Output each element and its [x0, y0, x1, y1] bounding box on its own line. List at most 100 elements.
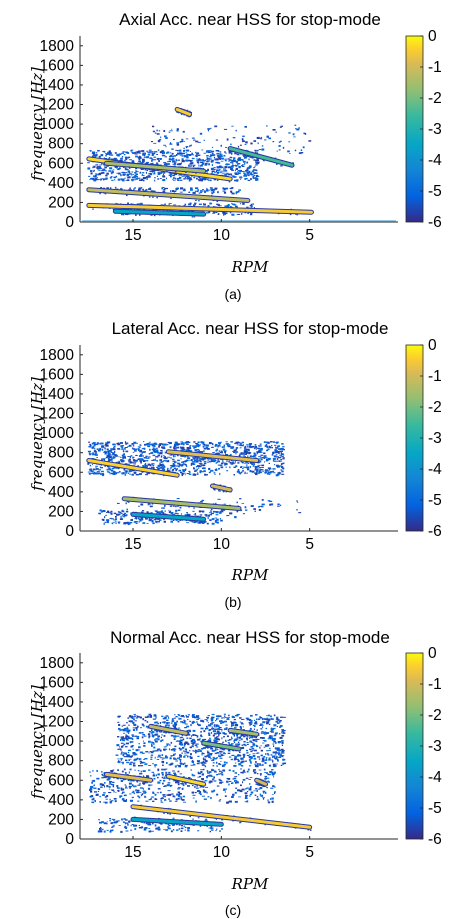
spectral-point	[196, 167, 199, 169]
spectral-point	[237, 759, 240, 763]
spectral-point	[143, 742, 146, 744]
spectral-point	[133, 471, 137, 474]
spectral-point	[222, 717, 226, 719]
spectral-point	[217, 170, 220, 172]
spectral-point	[178, 727, 181, 729]
spectral-point	[153, 714, 157, 716]
spectral-point	[276, 725, 278, 728]
spectral-point	[92, 208, 94, 210]
spectral-point	[279, 754, 283, 757]
spectral-point	[275, 756, 278, 758]
spectral-point	[172, 755, 174, 757]
spectral-point	[276, 441, 279, 444]
spectral-point	[163, 144, 167, 146]
spectral-point	[204, 164, 208, 166]
spectral-point	[173, 757, 175, 760]
spectral-point	[259, 716, 263, 719]
spectral-point	[234, 172, 238, 175]
spectral-point	[210, 758, 212, 760]
spectral-point	[199, 521, 202, 523]
spectral-point	[273, 771, 276, 774]
spectral-point	[260, 745, 262, 747]
spectral-point	[202, 458, 206, 460]
spectral-point	[146, 178, 148, 180]
spectral-point	[92, 166, 94, 169]
spectral-point	[271, 454, 274, 456]
spectral-point	[233, 758, 236, 761]
spectral-point	[272, 743, 275, 745]
spectral-point	[147, 787, 151, 790]
spectral-point	[200, 761, 204, 764]
spectral-point	[255, 447, 258, 449]
spectral-point	[202, 761, 205, 762]
spectral-point	[118, 748, 120, 750]
spectral-point	[275, 720, 279, 723]
spectral-point	[242, 140, 245, 143]
spectral-point	[194, 461, 197, 463]
spectral-point	[111, 179, 114, 181]
spectral-point	[104, 166, 107, 169]
spectral-point	[242, 135, 245, 137]
spectral-point	[220, 466, 224, 469]
spectral-point	[123, 743, 126, 746]
spectral-point	[228, 445, 231, 448]
spectral-point	[206, 178, 209, 180]
spectral-point	[177, 179, 180, 181]
spectral-point	[194, 734, 198, 736]
spectral-point	[228, 732, 232, 734]
spectral-point	[101, 467, 103, 469]
spectral-point	[110, 448, 114, 451]
spectral-point	[93, 787, 97, 789]
spectral-point	[260, 774, 262, 776]
spectral-point	[135, 753, 138, 756]
spectral-point	[157, 756, 159, 758]
spectral-point	[194, 449, 197, 452]
spectral-point	[241, 747, 245, 749]
spectral-point	[192, 721, 194, 723]
spectral-point	[207, 188, 209, 190]
spectral-point	[190, 179, 193, 181]
spectral-point	[111, 522, 113, 524]
spectral-point	[107, 450, 111, 451]
spectral-point	[191, 760, 194, 762]
colorbar-tick-label: -5	[428, 492, 442, 509]
spectral-point	[108, 150, 111, 154]
spectral-point	[195, 466, 198, 468]
spectral-point	[124, 168, 128, 171]
y-tick-label: 1200	[40, 406, 75, 423]
spectral-point	[191, 761, 194, 763]
spectral-point	[134, 187, 136, 189]
spectral-point	[184, 149, 186, 151]
spectral-point	[296, 509, 298, 511]
spectral-point	[186, 149, 190, 152]
spectral-point	[100, 786, 103, 788]
spectral-point	[244, 792, 248, 795]
spectral-point	[163, 163, 167, 166]
spectral-point	[206, 158, 208, 160]
spectral-point	[201, 748, 204, 750]
spectral-point	[296, 214, 299, 216]
spectral-point	[140, 162, 143, 165]
spectral-point	[146, 465, 148, 468]
spectral-point	[162, 795, 165, 797]
spectral-point	[188, 506, 190, 508]
spectral-point	[185, 460, 188, 462]
spectral-point	[187, 785, 190, 787]
spectral-point	[187, 449, 190, 451]
spectral-point	[186, 522, 189, 524]
spectral-point	[196, 735, 199, 738]
spectral-point	[239, 725, 242, 729]
spectral-point	[229, 461, 232, 464]
spectral-point	[128, 720, 132, 723]
spectral-point	[151, 443, 155, 446]
spectral-point	[260, 794, 264, 797]
spectral-point	[216, 752, 219, 754]
spectral-point	[164, 460, 167, 462]
spectral-point	[246, 172, 250, 174]
spectral-point	[234, 169, 236, 172]
spectral-point	[146, 457, 150, 459]
spectral-point	[186, 146, 188, 149]
spectral-point	[247, 169, 249, 171]
spectral-point	[180, 449, 184, 451]
spectral-point	[172, 190, 175, 192]
